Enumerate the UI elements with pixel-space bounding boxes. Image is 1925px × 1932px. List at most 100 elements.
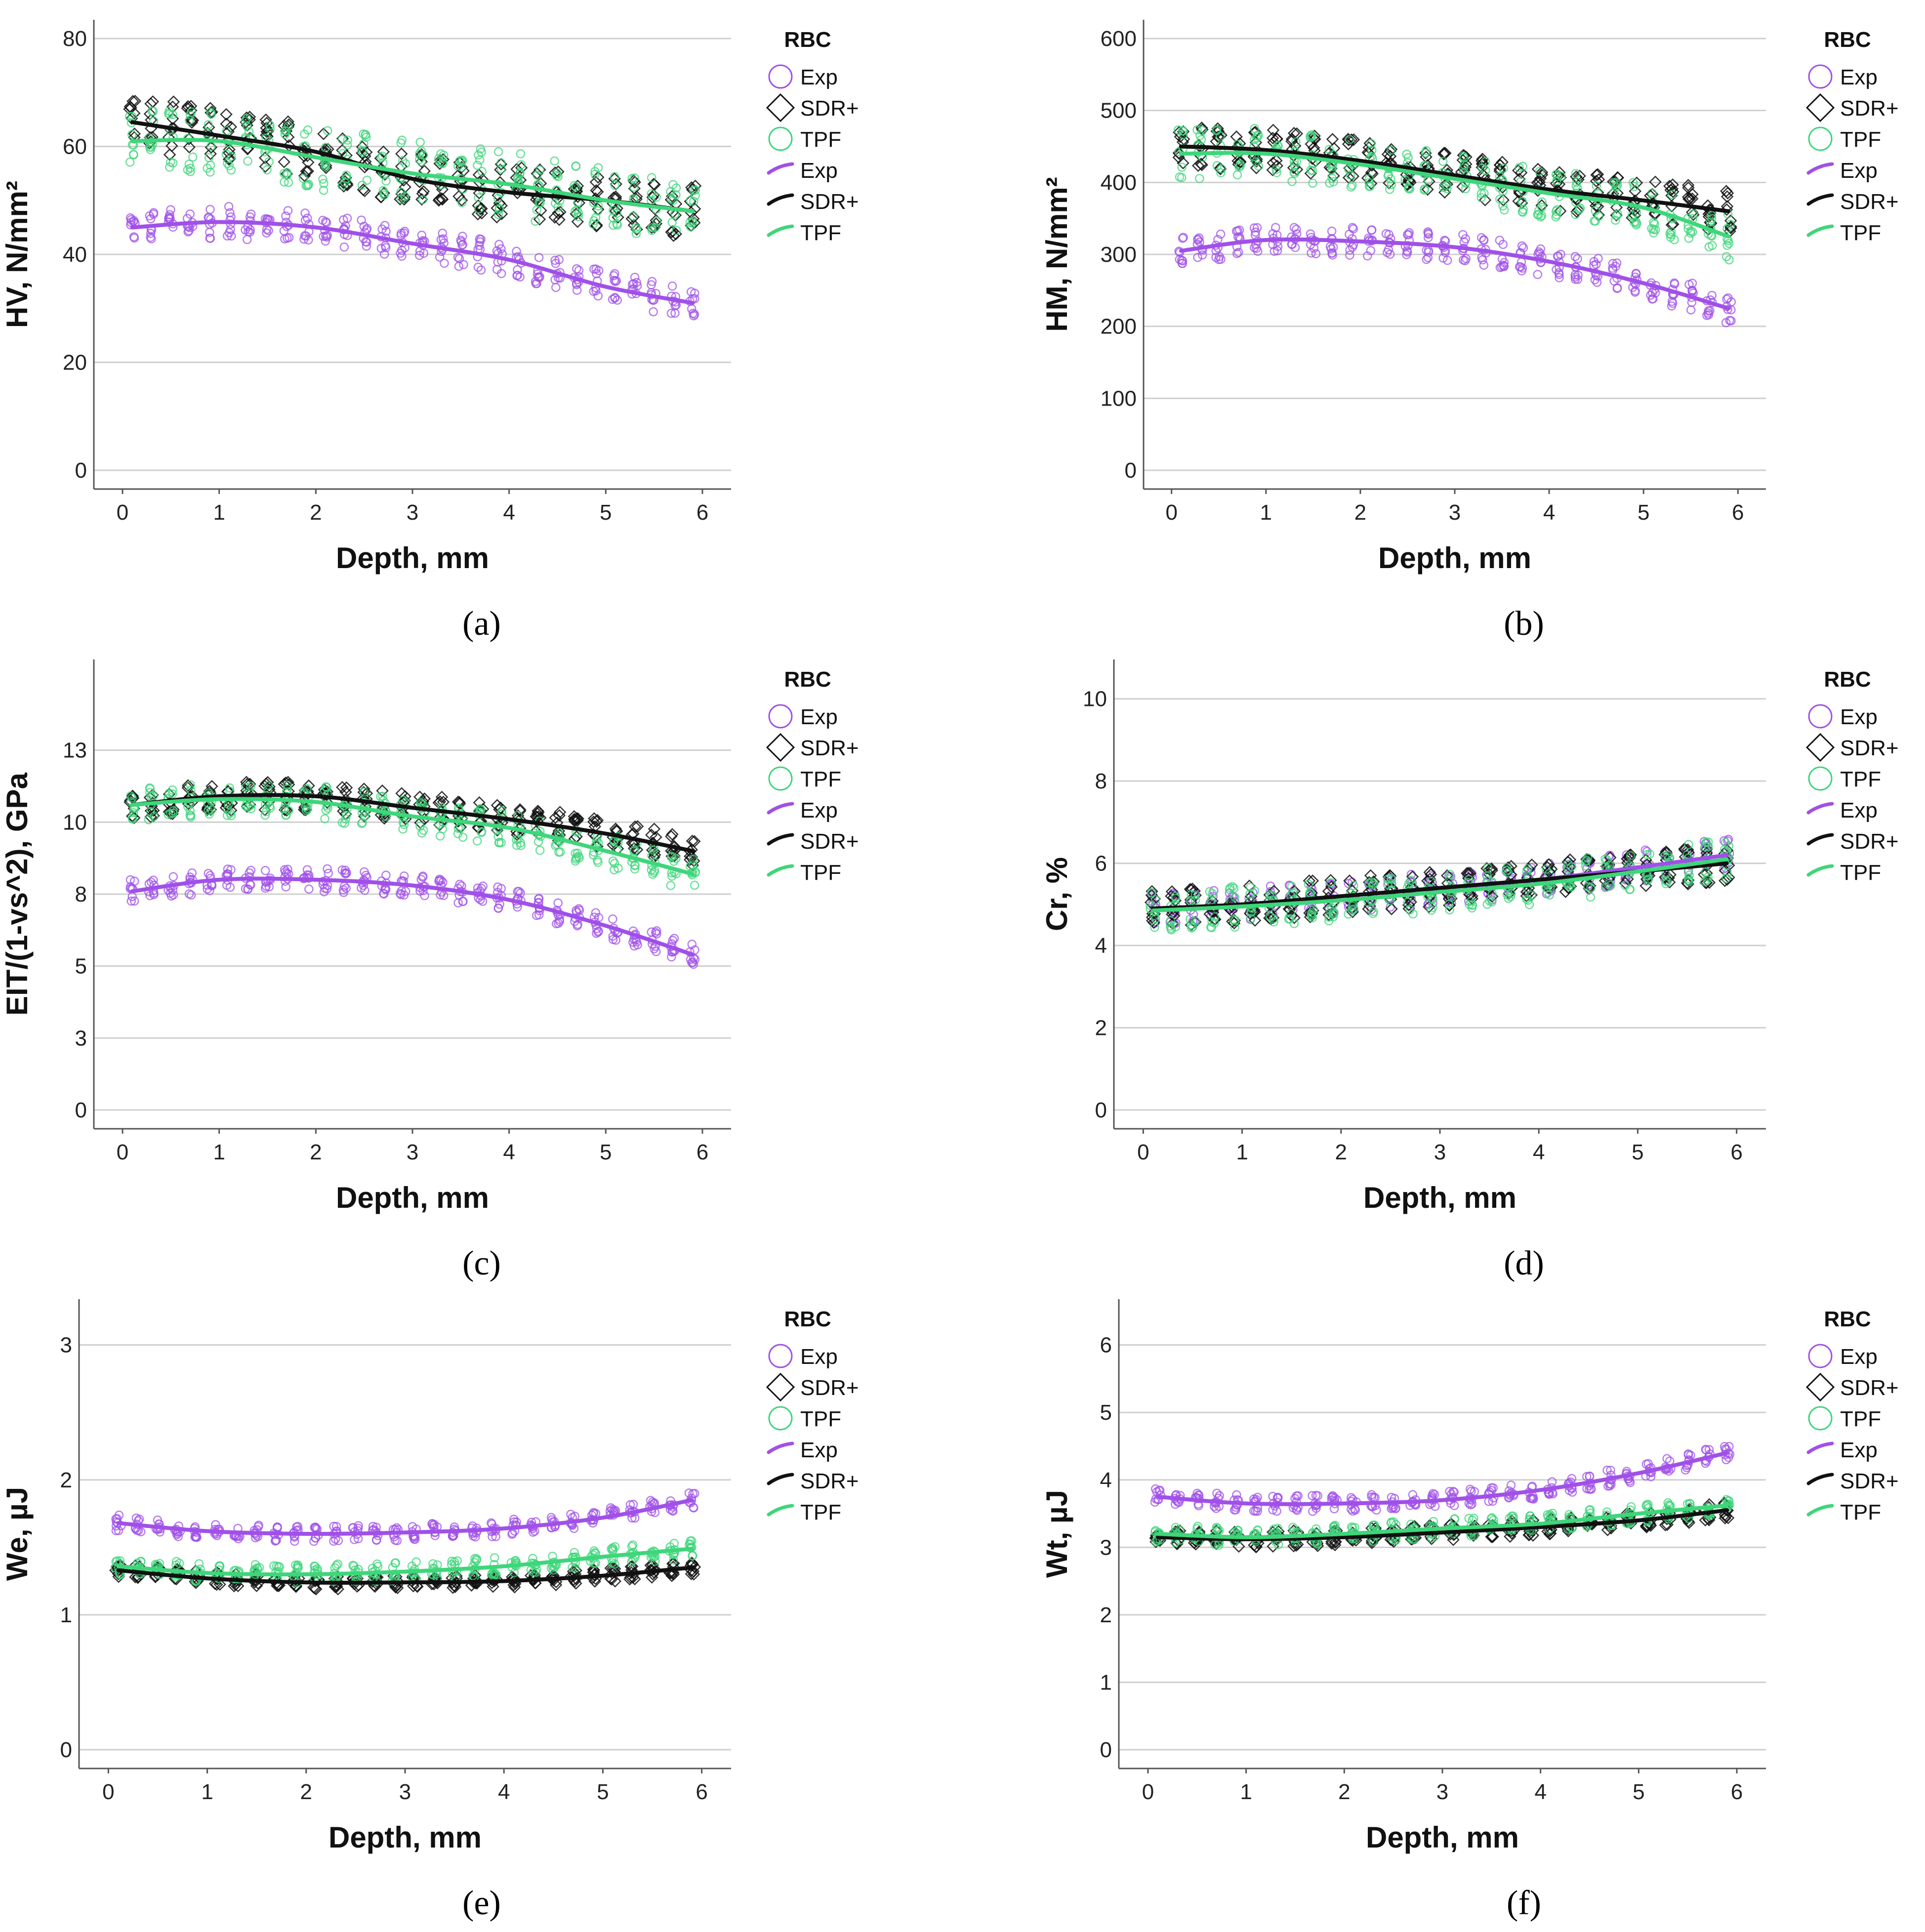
data-point xyxy=(589,264,599,274)
data-point xyxy=(1245,889,1255,899)
data-point xyxy=(1402,246,1412,255)
fit-line-tpf xyxy=(116,1547,694,1577)
data-point xyxy=(1404,228,1414,238)
data-point xyxy=(342,140,352,150)
data-point xyxy=(573,197,586,209)
data-point xyxy=(571,812,583,825)
data-point xyxy=(535,165,545,175)
legend-label: SDR+ xyxy=(800,1469,859,1493)
data-point xyxy=(652,192,661,202)
data-point xyxy=(531,1567,541,1577)
data-point xyxy=(246,209,256,219)
data-point xyxy=(453,829,463,838)
data-point xyxy=(1328,250,1337,260)
data-point xyxy=(323,864,332,874)
data-point xyxy=(318,174,328,184)
x-axis-title: Depth, mm xyxy=(1378,541,1531,575)
legend-circle-symbol xyxy=(768,704,793,729)
data-point xyxy=(254,1562,264,1572)
data-point xyxy=(278,155,290,168)
data-point xyxy=(1666,227,1676,236)
data-point xyxy=(1476,233,1486,243)
data-point xyxy=(1369,878,1379,888)
data-point xyxy=(415,247,425,256)
data-point xyxy=(155,1559,164,1568)
data-point xyxy=(452,190,465,203)
data-point xyxy=(568,1569,580,1582)
x-tick-label: 3 xyxy=(1449,500,1461,525)
data-point xyxy=(1368,909,1378,918)
fit-line-exp xyxy=(116,1498,694,1536)
data-point xyxy=(126,791,135,801)
data-point xyxy=(183,165,193,174)
data-point xyxy=(493,882,502,892)
data-point xyxy=(1345,133,1358,146)
data-point xyxy=(652,216,661,226)
data-point xyxy=(319,232,328,241)
data-point xyxy=(594,266,604,276)
data-point xyxy=(1345,250,1354,260)
y-tick-label: 1 xyxy=(1100,1670,1112,1694)
data-point xyxy=(227,231,236,241)
legend-label: TPF xyxy=(1840,127,1881,152)
data-point xyxy=(224,161,234,170)
data-point xyxy=(492,265,502,274)
data-point xyxy=(1268,1491,1277,1501)
data-point xyxy=(112,1521,121,1531)
data-point xyxy=(572,286,582,295)
data-point xyxy=(280,865,289,874)
data-point xyxy=(283,784,292,793)
legend-label: SDR+ xyxy=(800,190,859,214)
data-point xyxy=(342,170,351,180)
legend-label: TPF xyxy=(800,1407,841,1431)
data-point xyxy=(394,193,407,206)
data-point xyxy=(1603,1481,1613,1491)
data-point xyxy=(1205,887,1215,897)
data-point xyxy=(1602,855,1611,864)
data-point xyxy=(1423,175,1435,188)
data-point xyxy=(628,1540,638,1550)
data-point xyxy=(1192,1488,1202,1498)
data-point xyxy=(1496,156,1509,168)
data-point xyxy=(301,181,311,191)
data-point xyxy=(513,173,522,183)
x-tick-label: 1 xyxy=(213,1140,225,1164)
legend-label: SDR+ xyxy=(1840,829,1899,854)
data-point xyxy=(146,142,156,152)
data-point xyxy=(608,856,618,866)
data-point xyxy=(206,107,215,117)
data-point xyxy=(1228,882,1237,892)
data-point xyxy=(513,813,527,826)
data-point xyxy=(475,234,485,244)
data-point xyxy=(341,814,350,824)
legend-label: TPF xyxy=(800,767,841,791)
data-point xyxy=(609,206,618,215)
data-point xyxy=(1287,176,1297,186)
legend-circle-symbol xyxy=(768,1344,793,1368)
data-point xyxy=(623,1572,636,1586)
data-point xyxy=(610,865,619,874)
data-point xyxy=(1293,1491,1303,1501)
data-point xyxy=(669,934,679,943)
data-point xyxy=(165,139,178,152)
data-point xyxy=(1626,851,1636,861)
data-point xyxy=(1186,896,1195,905)
data-point xyxy=(568,813,581,825)
data-point xyxy=(1344,909,1353,919)
data-point xyxy=(204,102,217,115)
data-point xyxy=(1445,905,1454,915)
data-point xyxy=(1527,891,1536,900)
data-point xyxy=(1683,1449,1693,1459)
data-point xyxy=(1478,255,1487,265)
data-point xyxy=(1499,262,1509,271)
data-point xyxy=(1594,254,1603,263)
data-point xyxy=(1499,164,1509,173)
data-point xyxy=(1347,1522,1356,1532)
data-point xyxy=(391,1558,401,1567)
legend-label: Exp xyxy=(800,65,838,89)
data-point xyxy=(1229,883,1239,893)
data-point xyxy=(362,242,371,251)
data-point xyxy=(186,811,196,821)
data-point xyxy=(165,109,174,119)
